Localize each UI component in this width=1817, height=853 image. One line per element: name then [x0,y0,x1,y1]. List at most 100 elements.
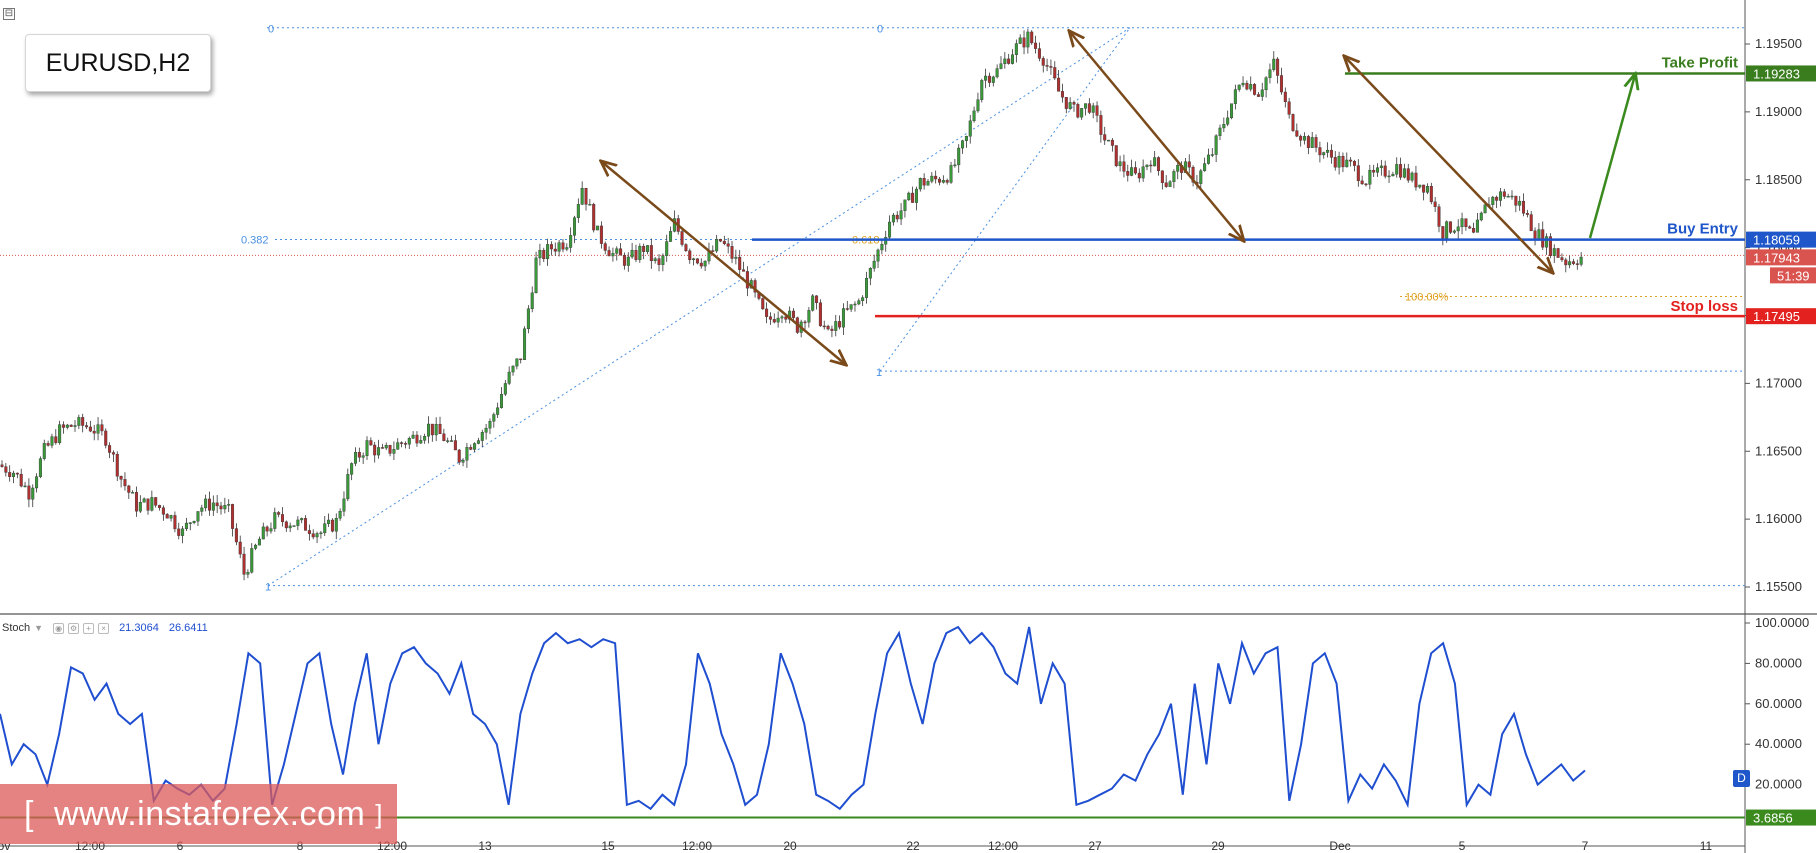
candle-body [1272,58,1276,70]
candle-body [1045,65,1049,67]
candle-body [419,440,423,444]
candle-body [1241,82,1245,86]
candle-body [1360,180,1364,185]
candle-body [530,292,534,309]
candle-body [138,502,142,512]
candle-body [792,310,796,318]
candle-body [1060,91,1064,98]
candle-body [450,440,454,442]
candle-body [1364,183,1368,186]
candle-body [1525,213,1529,215]
candle-body [953,164,957,167]
take-profit-label: Take Profit [1662,54,1738,71]
candle-body [930,175,934,182]
candle-body [31,487,35,500]
collapse-icon[interactable]: ⊟ [3,8,15,20]
candle-body [949,165,953,183]
candle-body [1276,58,1280,76]
candle-body [104,430,108,446]
candle-body [1537,229,1541,240]
candle-body [1545,236,1549,248]
candle-body [69,424,73,427]
candle-body [1414,172,1418,188]
candle-body [1287,101,1291,115]
chevron-down-icon[interactable]: ▼ [34,623,44,633]
candle-body [995,68,999,78]
candle-body [1126,171,1130,176]
watermark-bracket-open: [ [24,794,34,833]
candle-body [695,258,699,264]
candle-body [1145,164,1149,167]
candle-body [234,528,238,543]
candle-body [169,515,173,519]
candle-body [307,530,311,534]
watermark-logo: [ www.instaforex.com ] [0,784,397,844]
candle-body [607,250,611,257]
candle-body [1422,184,1426,193]
candle-body [319,532,323,535]
candle-body [615,248,619,254]
candle-body [1456,226,1460,232]
candle-body [1460,218,1464,228]
stoch-tick-label: 100.0000 [1755,615,1809,630]
candle-body [1314,137,1318,148]
candle-body [1418,184,1422,188]
fib-label: 1 [265,582,271,594]
candle-body [1149,164,1153,167]
candle-body [154,497,158,506]
candle-body [1133,167,1137,174]
candle-body [1475,219,1479,233]
candle-body [1425,186,1429,193]
candle-body [396,442,400,450]
candle-body [492,414,496,422]
candle-body [830,328,834,331]
time-tick-label: 6 [177,839,184,853]
candle-body [407,438,411,445]
buy-entry-label: Buy Entry [1667,221,1739,238]
candle-body [653,258,657,262]
candle-body [1391,174,1395,177]
candle-body [1226,117,1230,125]
candle-body [400,442,404,444]
symbol-label[interactable]: EURUSD,H2 [25,34,211,92]
candle-body [1349,159,1353,162]
candle-body [8,472,12,477]
candle-body [634,249,638,260]
candle-body [327,519,331,524]
countdown-bg [1770,267,1816,284]
candle-body [838,321,842,328]
candle-body [734,256,738,259]
candle-body [972,110,976,122]
candle-body [1383,165,1387,177]
candle-body [469,447,473,450]
candle-body [941,180,945,183]
eye-icon[interactable]: ◉ [53,622,65,634]
candle-body [465,447,469,461]
candle-body [1256,94,1260,97]
candle-body [957,147,961,166]
candle-body [1264,77,1268,91]
candle-body [861,297,865,301]
candle-body [131,492,135,494]
settings-icon[interactable]: ⚙ [68,622,80,634]
candle-body [772,319,776,323]
close-icon[interactable]: × [98,622,110,634]
candle-body [231,504,235,529]
candle-body [1087,103,1091,113]
candle-body [403,443,407,445]
indicator-name[interactable]: Stoch [2,622,31,634]
candle-body [277,512,281,515]
indicator-badge[interactable]: D [1733,770,1750,787]
candle-body [938,178,942,183]
add-icon[interactable]: + [83,622,95,634]
candle-body [630,249,634,258]
countdown-timer: 51:39 [1777,268,1810,283]
candle-body [304,518,308,531]
candles-group [0,28,1583,581]
candle-body [765,308,769,317]
candle-body [1168,181,1172,187]
candle-body [711,250,715,252]
candle-body [1345,159,1349,168]
candle-body [1372,169,1376,173]
